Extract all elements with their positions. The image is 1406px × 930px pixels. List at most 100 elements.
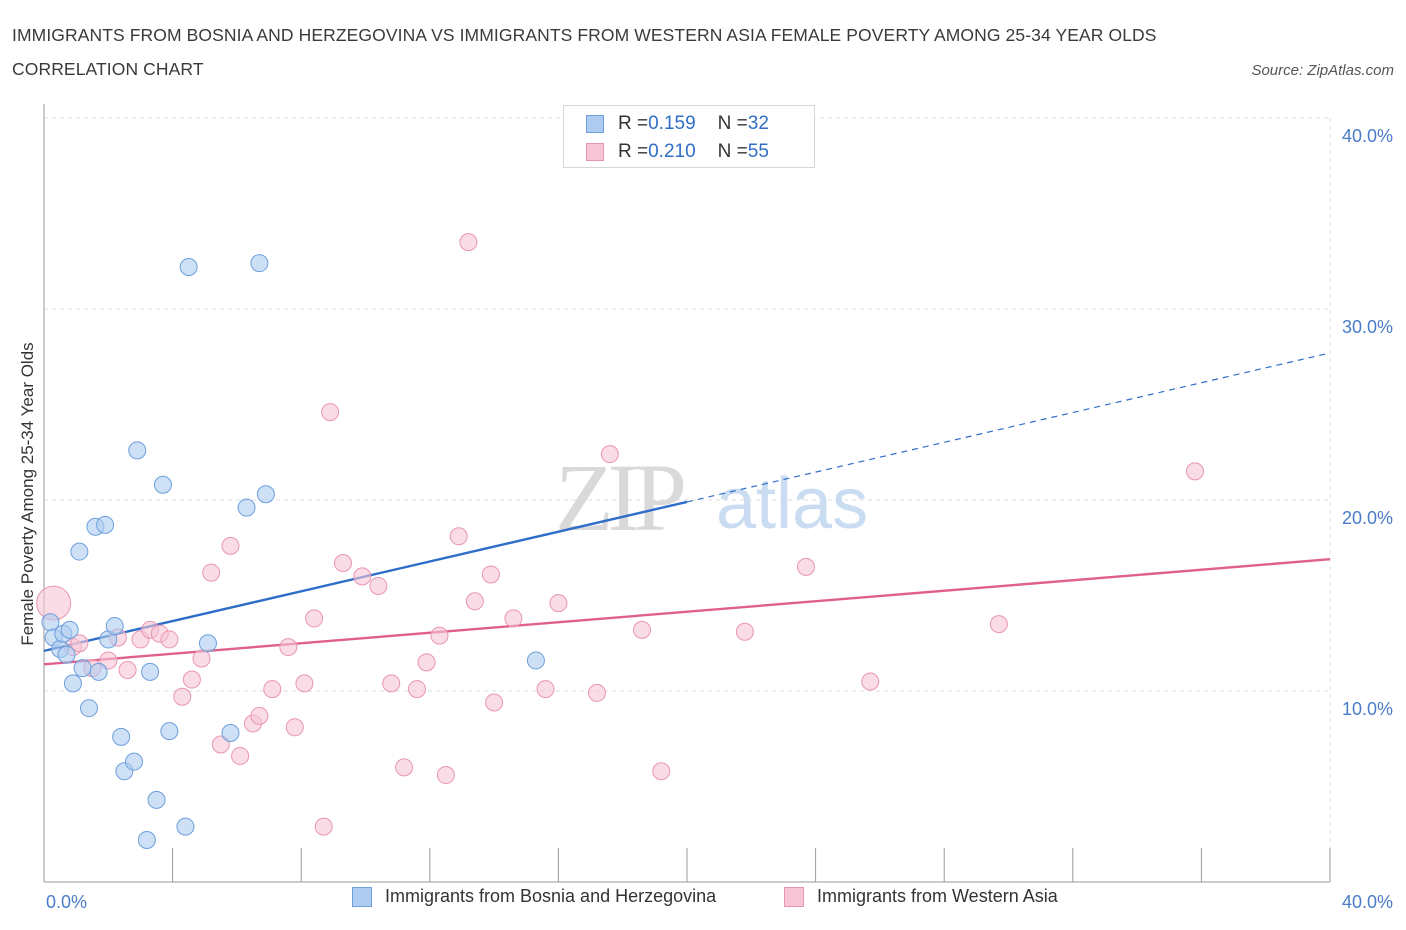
- point-bosnia: [256, 485, 275, 504]
- source-label: Source: ZipAtlas.com: [1251, 62, 1394, 79]
- point-bosnia: [198, 634, 217, 653]
- legend-r-label: R =: [618, 113, 649, 134]
- point-western-asia: [295, 674, 314, 693]
- legend-n-value: 32: [747, 113, 769, 134]
- point-bosnia: [250, 254, 269, 273]
- point-bosnia: [221, 724, 240, 743]
- point-bosnia: [70, 542, 89, 561]
- legend-label-western-asia: Immigrants from Western Asia: [817, 886, 1058, 906]
- point-bosnia: [141, 662, 160, 681]
- legend-swatch-western-asia: [784, 886, 804, 907]
- chart-title: IMMIGRANTS FROM BOSNIA AND HERZEGOVINA V…: [12, 25, 1157, 79]
- point-western-asia: [1185, 462, 1204, 481]
- legend-n-label: N =: [717, 113, 748, 134]
- point-western-asia: [305, 609, 324, 628]
- point-western-asia: [481, 565, 500, 584]
- point-bosnia: [112, 727, 131, 746]
- point-western-asia: [202, 563, 221, 582]
- legend-n-value: 55: [747, 141, 769, 162]
- point-western-asia: [285, 718, 304, 737]
- point-western-asia: [250, 706, 269, 725]
- trend-lines: [43, 352, 1331, 666]
- series-bosnia-points: [41, 254, 545, 849]
- point-bosnia: [128, 441, 147, 460]
- x-tick-label-min: 0.0%: [46, 892, 87, 912]
- y-tick-label: 40.0%: [1342, 126, 1393, 146]
- trend-line-western-asia: [43, 558, 1331, 666]
- y-axis-label: Female Poverty Among 25-34 Year Olds: [18, 342, 37, 645]
- point-western-asia: [796, 557, 815, 576]
- point-western-asia: [459, 233, 478, 252]
- point-western-asia: [231, 746, 250, 765]
- point-western-asia: [395, 758, 414, 777]
- point-western-asia: [632, 620, 651, 639]
- point-bosnia: [137, 830, 156, 849]
- point-western-asia: [321, 403, 340, 422]
- x-tick-label-max: 40.0%: [1342, 892, 1393, 912]
- point-western-asia: [160, 630, 179, 649]
- watermark-atlas: atlas: [716, 464, 868, 544]
- legend-r-value: 0.159: [648, 113, 696, 134]
- point-bosnia: [96, 515, 115, 534]
- point-western-asia: [173, 687, 192, 706]
- point-western-asia: [369, 576, 388, 595]
- point-western-asia: [436, 766, 455, 785]
- point-bosnia: [237, 498, 256, 517]
- legend-r-value: 0.210: [648, 141, 696, 162]
- point-western-asia: [449, 527, 468, 546]
- point-bosnia: [160, 722, 179, 741]
- point-western-asia: [587, 683, 606, 702]
- point-western-asia: [192, 649, 211, 668]
- point-bosnia: [60, 620, 79, 639]
- point-western-asia: [861, 672, 880, 691]
- point-western-asia: [263, 680, 282, 699]
- point-bosnia: [176, 817, 195, 836]
- point-western-asia: [353, 567, 372, 586]
- point-bosnia: [63, 674, 82, 693]
- legend-item-bosnia: Immigrants from Bosnia and Herzegovina: [352, 886, 716, 907]
- point-western-asia: [211, 735, 230, 754]
- point-western-asia: [504, 609, 523, 628]
- point-bosnia: [89, 662, 108, 681]
- legend-n-label: N =: [717, 141, 748, 162]
- point-western-asia: [430, 626, 449, 645]
- stats-legend: R = 0.159 N = 32 R = 0.210 N = 55: [563, 105, 815, 168]
- axes: [43, 104, 1331, 883]
- point-bosnia: [73, 659, 92, 678]
- legend-item-western-asia: Immigrants from Western Asia: [784, 886, 1058, 907]
- point-bosnia: [153, 475, 172, 494]
- tick-labels: 10.0% 20.0% 30.0% 40.0% 0.0% 40.0%: [46, 126, 1393, 912]
- point-western-asia: [485, 693, 504, 712]
- point-western-asia: [735, 622, 754, 641]
- point-western-asia: [465, 592, 484, 611]
- point-western-asia: [417, 653, 436, 672]
- point-western-asia: [652, 762, 671, 781]
- point-bosnia: [57, 645, 76, 664]
- point-western-asia: [99, 651, 118, 670]
- point-bosnia: [105, 617, 124, 636]
- point-western-asia: [549, 594, 568, 613]
- y-tick-label: 20.0%: [1342, 508, 1393, 528]
- point-bosnia: [125, 752, 144, 771]
- legend-swatch-western-asia: [586, 143, 604, 161]
- point-western-asia: [333, 554, 352, 573]
- grid-lines: [44, 117, 1331, 882]
- point-western-asia: [536, 680, 555, 699]
- legend-label-bosnia: Immigrants from Bosnia and Herzegovina: [385, 886, 717, 906]
- point-western-asia: [382, 674, 401, 693]
- point-western-asia: [279, 638, 298, 657]
- point-bosnia: [179, 257, 198, 276]
- point-bosnia: [147, 790, 166, 809]
- watermark-zip: ZIP: [555, 444, 684, 551]
- y-tick-label: 10.0%: [1342, 699, 1393, 719]
- point-western-asia: [600, 445, 619, 464]
- legend-r-label: R =: [618, 141, 649, 162]
- point-western-asia: [118, 660, 137, 679]
- point-western-asia: [989, 615, 1008, 634]
- legend-swatch-bosnia: [586, 115, 604, 133]
- point-western-asia: [407, 680, 426, 699]
- trend-line-bosnia-extension: [686, 352, 1331, 503]
- legend-row-western-asia: R = 0.210 N = 55: [586, 139, 769, 165]
- point-bosnia: [526, 651, 545, 670]
